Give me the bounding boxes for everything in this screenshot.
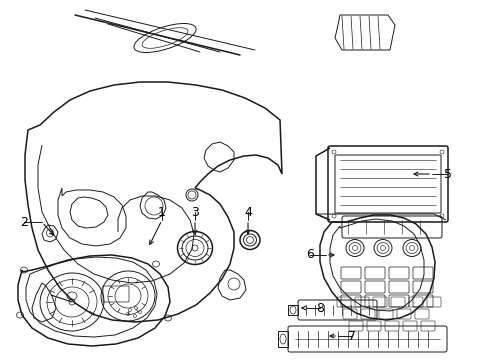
Text: 8: 8	[315, 302, 324, 315]
Text: 1: 1	[158, 206, 165, 219]
Text: 3: 3	[191, 206, 199, 219]
Text: 6: 6	[305, 248, 313, 261]
Text: 4: 4	[244, 206, 251, 219]
Text: 5: 5	[443, 167, 451, 180]
Text: 7: 7	[347, 329, 355, 342]
Text: 2: 2	[20, 216, 28, 229]
